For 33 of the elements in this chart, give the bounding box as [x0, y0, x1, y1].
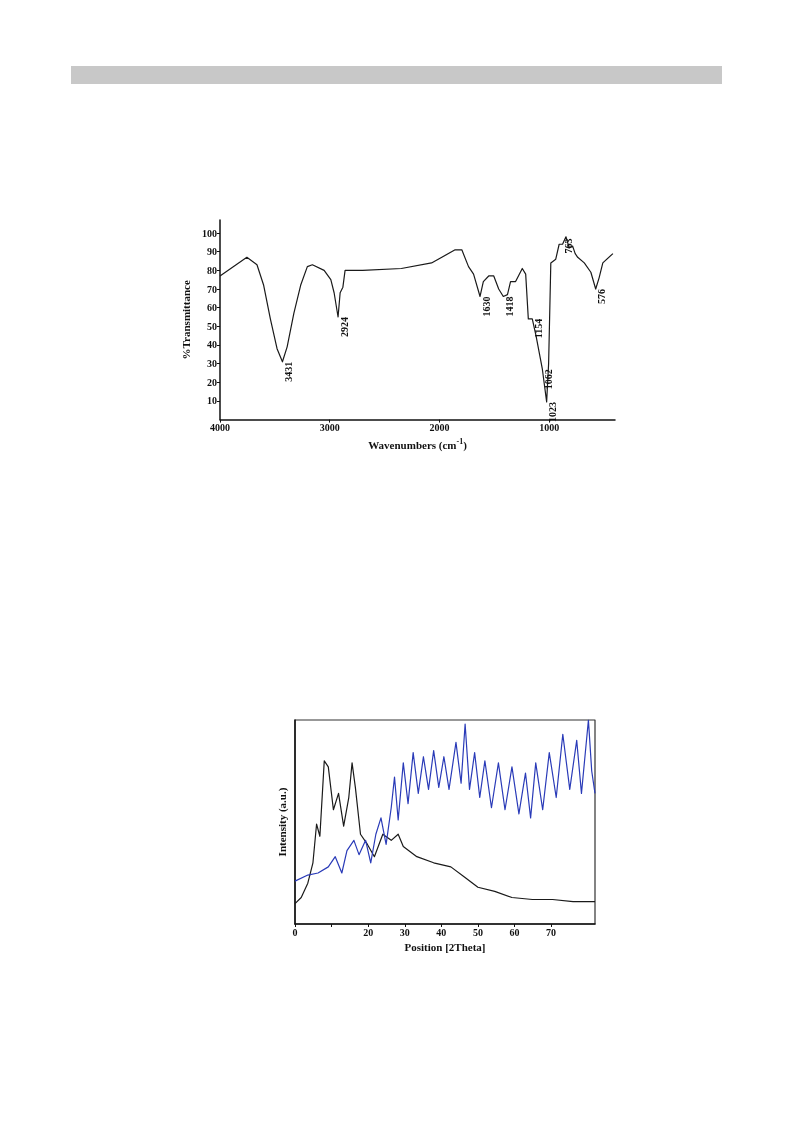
y-tick-label: 10	[207, 395, 217, 407]
annotation: 576	[596, 289, 608, 305]
annotation: 1154	[532, 318, 544, 339]
y-tick-label: 100	[202, 227, 217, 239]
x-tick-label: 3000	[319, 422, 340, 434]
annotation: 3431	[282, 361, 294, 382]
x-tick-label: 60	[509, 926, 520, 938]
y-tick-label: 90	[207, 246, 217, 258]
annotation: 1023	[547, 401, 559, 422]
y-tick-label: 50	[207, 320, 217, 332]
annotation: 1062	[542, 369, 554, 390]
annotation: 1630	[480, 296, 492, 317]
y-tick-label: 70	[207, 283, 217, 295]
x-tick-label: 30	[399, 926, 410, 938]
x-axis-title: Position [2Theta]	[404, 941, 486, 954]
y-tick-label: 60	[207, 302, 217, 314]
annotation: 1418	[503, 296, 515, 317]
y-axis-title: %Transmittance	[179, 280, 192, 360]
x-tick-label: 0	[292, 926, 298, 938]
annotation: 763	[562, 238, 574, 254]
y-tick-label: 80	[207, 264, 217, 276]
x-tick-label: 50	[472, 926, 483, 938]
x-tick-label: 20	[363, 926, 374, 938]
x-tick-label: 70	[546, 926, 557, 938]
y-tick-label: 20	[207, 376, 217, 388]
x-tick-label: 40	[436, 926, 447, 938]
y-tick-label: 30	[207, 358, 217, 370]
y-tick-label: 40	[207, 339, 217, 351]
annotation: 2924	[338, 317, 350, 337]
x-tick-label: 4000	[210, 422, 230, 434]
x-tick-label: 1000	[539, 422, 560, 434]
y-axis-title: Intensity (a.u.)	[275, 787, 289, 857]
x-tick-label: 2000	[429, 422, 450, 434]
